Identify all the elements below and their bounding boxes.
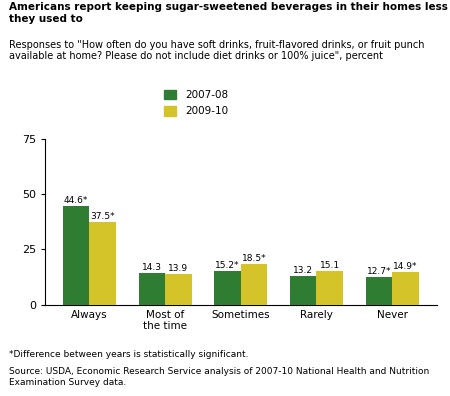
Text: *Difference between years is statistically significant.: *Difference between years is statistical… [9,350,248,360]
Text: Source: USDA, Economic Research Service analysis of 2007-10 National Health and : Source: USDA, Economic Research Service … [9,367,429,387]
Text: 13.2: 13.2 [293,266,313,274]
Text: 14.9*: 14.9* [393,262,418,271]
Text: 14.3: 14.3 [142,263,162,272]
Text: 15.2*: 15.2* [215,261,240,270]
Bar [63,206,89,305]
Bar [165,274,192,305]
Text: 37.5*: 37.5* [90,211,115,221]
Bar [241,264,267,305]
Bar [290,276,316,305]
Bar [366,277,392,305]
Text: 15.1: 15.1 [320,261,340,270]
Legend: 2007-08, 2009-10: 2007-08, 2009-10 [160,86,232,121]
Text: Responses to "How often do you have soft drinks, fruit-flavored drinks, or fruit: Responses to "How often do you have soft… [9,40,424,61]
Bar [214,271,241,305]
Text: 12.7*: 12.7* [367,267,391,276]
Text: 44.6*: 44.6* [64,196,88,205]
Text: 18.5*: 18.5* [242,254,266,263]
Bar [316,271,343,305]
Text: Americans report keeping sugar-sweetened beverages in their homes less often tha: Americans report keeping sugar-sweetened… [9,2,450,24]
Bar [139,273,165,305]
Bar [89,222,116,305]
Bar [392,272,418,305]
Text: 13.9: 13.9 [168,264,189,273]
